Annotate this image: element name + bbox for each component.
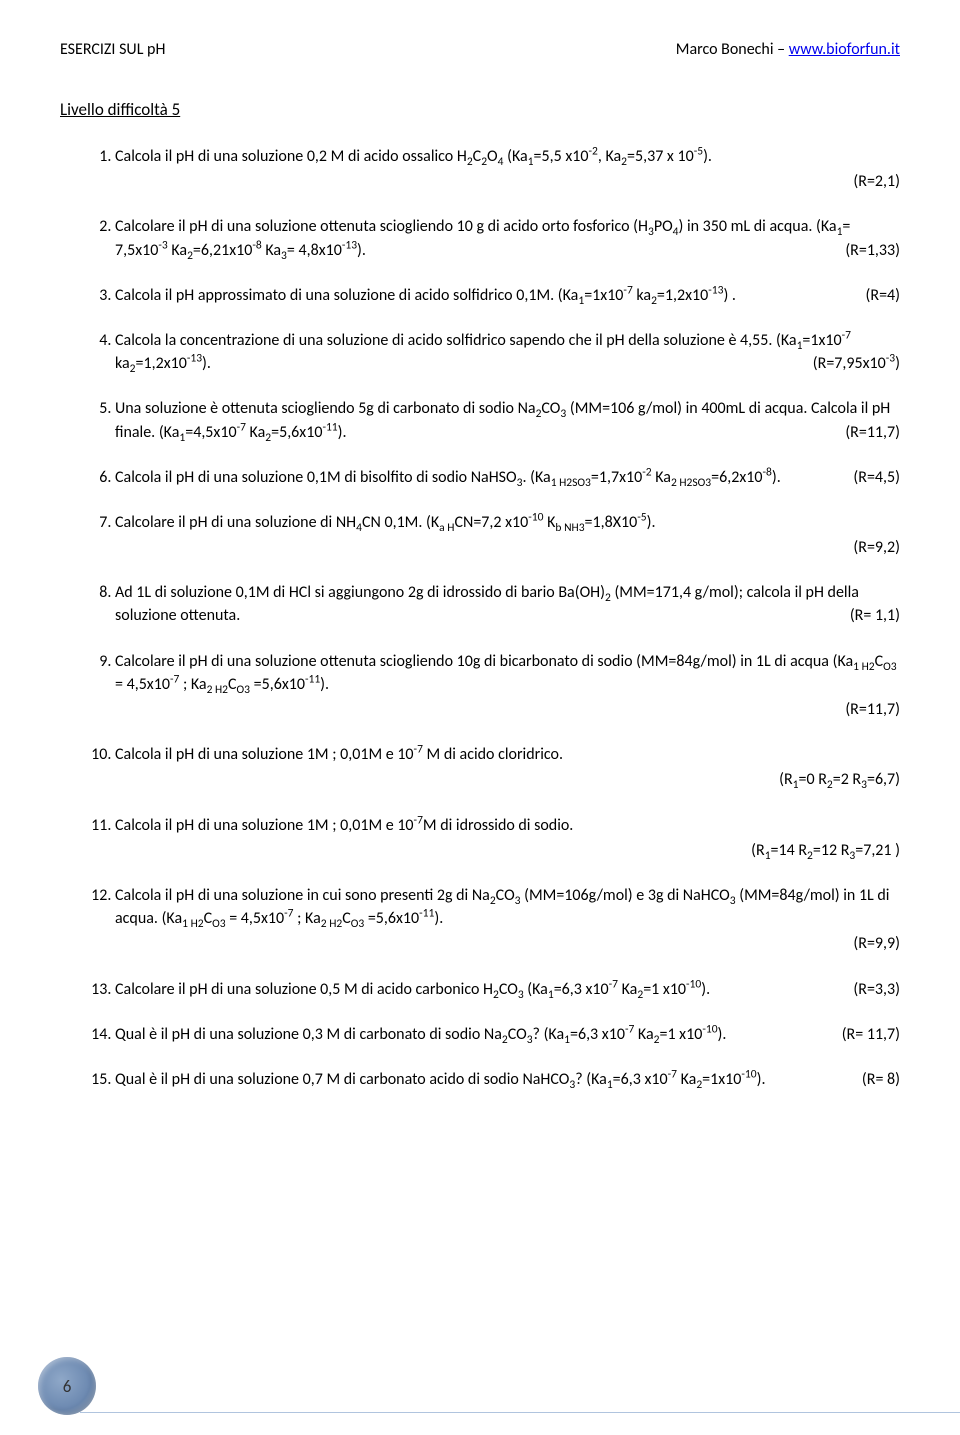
exercise-answer: (R=7,95x10-3) <box>813 352 900 375</box>
exercise-text: Calcola la concentrazione di una soluzio… <box>115 329 900 375</box>
exercise-answer: (R= 8) <box>862 1068 900 1091</box>
exercise-text: Calcola il pH approssimato di una soluzi… <box>115 284 900 307</box>
page-container: ESERCIZI SUL pH Marco Bonechi – www.biof… <box>0 0 960 1435</box>
exercise-answer: (R1=14 R2=12 R3=7,21 ) <box>115 839 900 862</box>
exercise-item: Calcola la concentrazione di una soluzio… <box>115 329 900 375</box>
exercise-text: Calcola il pH di una soluzione 0,2 M di … <box>115 145 900 168</box>
exercise-answer: (R=9,2) <box>115 536 900 559</box>
exercise-item: Calcolare il pH di una soluzione 0,5 M d… <box>115 978 900 1001</box>
page-header: ESERCIZI SUL pH Marco Bonechi – www.biof… <box>60 40 900 59</box>
exercise-item: Calcola il pH approssimato di una soluzi… <box>115 284 900 307</box>
exercise-item: Una soluzione è ottenuta sciogliendo 5g … <box>115 397 900 443</box>
header-right: Marco Bonechi – www.bioforfun.it <box>676 40 900 59</box>
exercise-text: Calcola il pH di una soluzione in cui so… <box>115 884 900 930</box>
exercise-answer: (R1=0 R2=2 R3=6,7) <box>115 768 900 791</box>
exercise-text: Una soluzione è ottenuta sciogliendo 5g … <box>115 397 900 443</box>
site-link[interactable]: www.bioforfun.it <box>789 40 900 59</box>
exercise-item: Ad 1L di soluzione 0,1M di HCl si aggiun… <box>115 581 900 627</box>
exercise-item: Calcolare il pH di una soluzione ottenut… <box>115 650 900 722</box>
exercise-answer: (R=11,7) <box>845 421 900 444</box>
exercise-answer: (R=9,9) <box>115 932 900 955</box>
exercise-text: Ad 1L di soluzione 0,1M di HCl si aggiun… <box>115 581 900 627</box>
exercise-text: Calcolare il pH di una soluzione ottenut… <box>115 650 900 696</box>
exercise-answer: (R=11,7) <box>115 698 900 721</box>
exercise-answer: (R=4,5) <box>853 466 900 489</box>
page-number-circle: 6 <box>38 1357 96 1415</box>
exercise-answer: (R= 11,7) <box>842 1023 900 1046</box>
footer-line <box>80 1412 960 1415</box>
level-title: Livello difficoltà 5 <box>60 99 900 120</box>
author-name: Marco Bonechi – <box>676 40 789 59</box>
exercise-text: Calcolare il pH di una soluzione 0,5 M d… <box>115 978 900 1001</box>
exercise-answer: (R= 1,1) <box>850 604 900 627</box>
page-footer: 6 <box>0 1412 960 1415</box>
exercise-item: Calcola il pH di una soluzione 1M ; 0,01… <box>115 814 900 862</box>
exercise-text: Calcolare il pH di una soluzione di NH4C… <box>115 511 900 534</box>
exercise-text: Qual è il pH di una soluzione 0,3 M di c… <box>115 1023 900 1046</box>
page-number: 6 <box>63 1376 72 1397</box>
exercise-item: Calcola il pH di una soluzione in cui so… <box>115 884 900 956</box>
exercise-item: Qual è il pH di una soluzione 0,7 M di c… <box>115 1068 900 1091</box>
exercise-item: Calcolare il pH di una soluzione ottenut… <box>115 215 900 261</box>
exercise-text: Calcola il pH di una soluzione 0,1M di b… <box>115 466 900 489</box>
exercise-answer: (R=4) <box>866 284 900 307</box>
exercise-list: Calcola il pH di una soluzione 0,2 M di … <box>60 145 900 1091</box>
exercise-item: Calcolare il pH di una soluzione di NH4C… <box>115 511 900 559</box>
header-left: ESERCIZI SUL pH <box>60 40 165 59</box>
exercise-answer: (R=1,33) <box>845 239 900 262</box>
exercise-answer: (R=2,1) <box>115 170 900 193</box>
exercise-text: Calcolare il pH di una soluzione ottenut… <box>115 215 900 261</box>
exercise-text: Qual è il pH di una soluzione 0,7 M di c… <box>115 1068 900 1091</box>
exercise-item: Calcola il pH di una soluzione 1M ; 0,01… <box>115 743 900 791</box>
exercise-item: Calcola il pH di una soluzione 0,2 M di … <box>115 145 900 193</box>
exercise-item: Qual è il pH di una soluzione 0,3 M di c… <box>115 1023 900 1046</box>
exercise-answer: (R=3,3) <box>853 978 900 1001</box>
exercise-item: Calcola il pH di una soluzione 0,1M di b… <box>115 466 900 489</box>
exercise-text: Calcola il pH di una soluzione 1M ; 0,01… <box>115 814 900 837</box>
exercise-text: Calcola il pH di una soluzione 1M ; 0,01… <box>115 743 900 766</box>
